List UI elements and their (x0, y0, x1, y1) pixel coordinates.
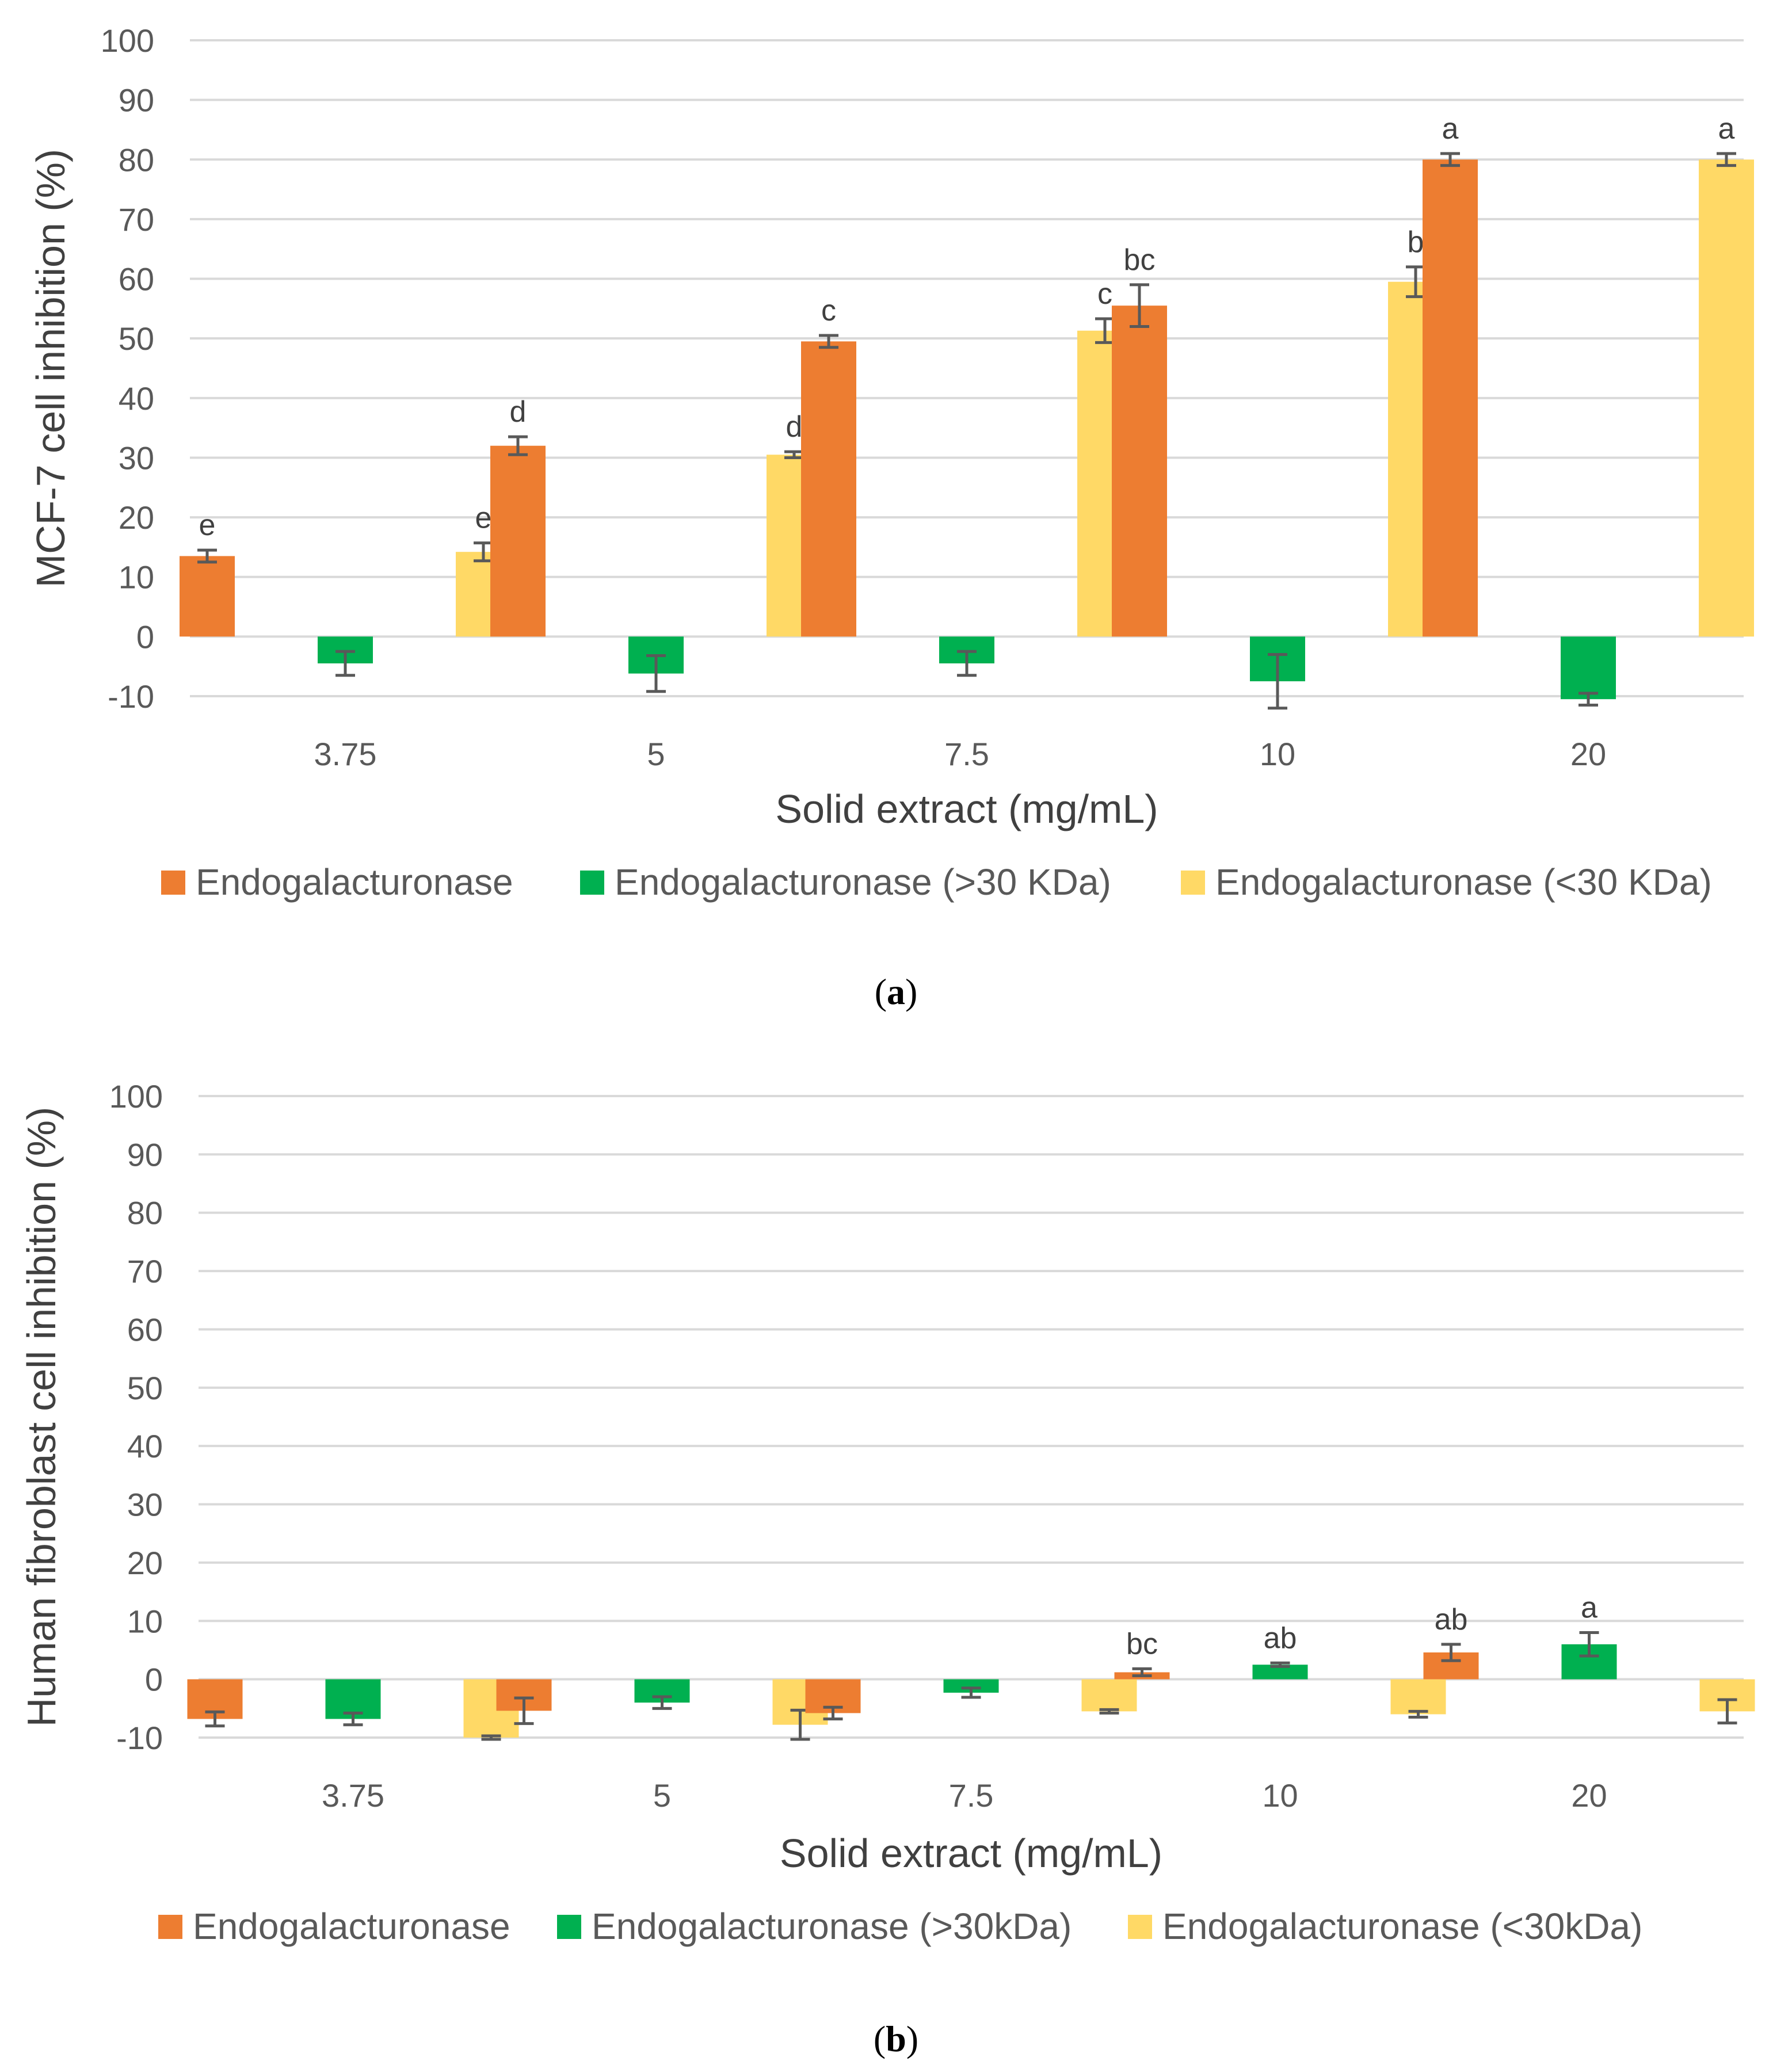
significance-label: d (510, 395, 527, 429)
x-tick-label: 20 (1571, 1777, 1607, 1814)
y-tick-label: 10 (127, 1603, 163, 1639)
legend-entry: Endogalacturonase (>30 KDa) (615, 861, 1111, 903)
x-tick-label: 5 (653, 1777, 671, 1814)
significance-label: e (199, 509, 216, 542)
x-axis-title: Solid extract (mg/mL) (780, 1831, 1162, 1876)
y-tick-label: 80 (119, 142, 154, 178)
significance-label: b (1408, 226, 1424, 259)
bar-endogalacturonase-30kda- (1390, 1679, 1446, 1715)
significance-label: ab (1435, 1603, 1468, 1636)
y-tick-label: 50 (119, 320, 154, 357)
legend-entry: Endogalacturonase (>30kDa) (592, 1906, 1072, 1947)
caption-paren: ) (905, 971, 917, 1012)
y-tick-label: 70 (127, 1253, 163, 1289)
y-tick-label: 100 (101, 22, 154, 59)
significance-label: e (475, 502, 492, 535)
significance-label: a (1718, 112, 1735, 146)
y-tick-label: 0 (136, 619, 154, 655)
y-tick-label: 60 (119, 261, 154, 297)
y-tick-label: -10 (108, 678, 154, 715)
bar-endogalacturonase (1423, 159, 1478, 637)
y-tick-label: 100 (109, 1078, 163, 1114)
bar-endogalacturonase (490, 445, 546, 637)
legend-entry: Endogalacturonase (193, 1906, 510, 1947)
legend-swatch (557, 1915, 581, 1939)
x-tick-label: 3.75 (322, 1777, 384, 1814)
chart-panel-b: -10 0 10 20 30 40 50 60 70 80 90 100 Human fibroblas… (19, 1078, 1755, 2059)
x-tick-label: 7.5 (944, 736, 989, 772)
significance-label: bc (1124, 243, 1156, 277)
caption-letter: a (887, 971, 905, 1012)
y-tick-label: 60 (127, 1311, 163, 1347)
legend-entry: Endogalacturonase (<30 KDa) (1215, 861, 1712, 903)
y-tick-label: 70 (119, 201, 154, 238)
significance-label: d (786, 410, 803, 444)
y-tick-label: 90 (127, 1136, 163, 1173)
caption-letter: b (886, 2018, 906, 2059)
caption-paren: ) (906, 2018, 918, 2059)
y-axis-title: MCF-7 cell inhibition (%) (28, 149, 73, 587)
y-tick-label: 20 (119, 499, 154, 536)
significance-label: c (821, 294, 836, 327)
legend-swatch (1181, 871, 1205, 895)
x-tick-label: 7.5 (949, 1777, 994, 1814)
y-tick-label: 20 (127, 1545, 163, 1581)
bar-endogalacturonase-30kda- (1081, 1679, 1137, 1712)
x-tick-label: 20 (1570, 736, 1606, 772)
chart-panel-a: -10 0 10 20 30 40 50 60 70 80 90 100 MCF-7 cell inhi… (28, 22, 1754, 1012)
bar-endogalacturonase (180, 556, 235, 637)
panel-caption: (a) (875, 971, 918, 1012)
significance-label: a (1581, 1591, 1597, 1625)
bar-endogalacturonase (801, 341, 856, 637)
y-tick-label: 10 (119, 559, 154, 595)
bar-endogalacturonase-30kda- (943, 1679, 999, 1693)
legend-swatch (161, 871, 185, 895)
x-tick-label: 5 (647, 736, 665, 772)
x-tick-label: 10 (1262, 1777, 1298, 1814)
y-tick-label: 40 (119, 380, 154, 417)
y-tick-label: 30 (127, 1487, 163, 1523)
y-tick-label: 0 (145, 1662, 163, 1698)
legend-swatch (158, 1915, 182, 1939)
legend-swatch (1128, 1915, 1152, 1939)
y-tick-label: -10 (116, 1720, 163, 1756)
panel-caption: (b) (874, 2018, 918, 2059)
legend-entry: Endogalacturonase (196, 861, 513, 903)
x-tick-label: 10 (1260, 736, 1295, 772)
y-tick-label: 90 (119, 82, 154, 119)
significance-label: ab (1264, 1621, 1297, 1655)
legend-entry: Endogalacturonase (<30kDa) (1162, 1906, 1642, 1947)
caption-paren: ( (875, 971, 887, 1012)
significance-label: bc (1126, 1627, 1158, 1660)
significance-label: a (1442, 112, 1459, 146)
caption-paren: ( (874, 2018, 886, 2059)
bar-endogalacturonase-30-kda- (1561, 636, 1616, 700)
bar-endogalacturonase-30-kda- (1699, 159, 1754, 637)
y-tick-label: 80 (127, 1195, 163, 1231)
bar-endogalacturonase (1112, 306, 1167, 637)
significance-label: c (1097, 277, 1112, 311)
y-tick-label: 30 (119, 440, 154, 476)
y-tick-label: 50 (127, 1370, 163, 1406)
legend-swatch (580, 871, 604, 895)
y-tick-label: 40 (127, 1428, 163, 1464)
x-axis-title: Solid extract (mg/mL) (775, 787, 1158, 831)
x-tick-label: 3.75 (314, 736, 377, 772)
y-axis-title: Human fibroblast cell inhibition (%) (19, 1107, 64, 1727)
